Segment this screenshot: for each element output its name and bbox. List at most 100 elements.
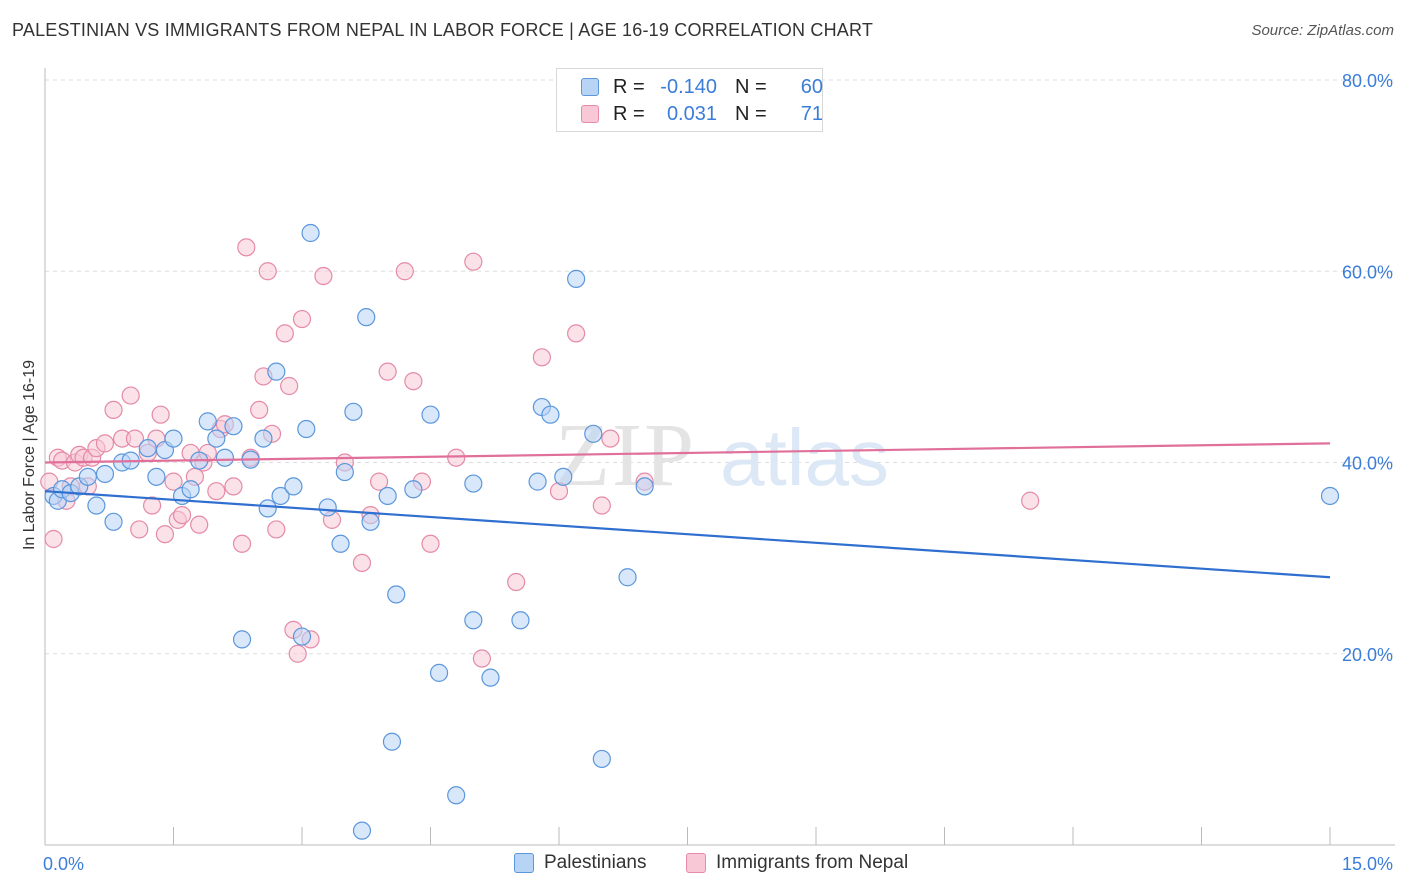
legend-item-palestinians[interactable]: Palestinians: [514, 852, 646, 874]
data-point[interactable]: [138, 439, 157, 458]
data-point[interactable]: [447, 448, 466, 467]
data-point[interactable]: [215, 448, 234, 467]
data-point[interactable]: [297, 419, 316, 439]
n-value: 71: [800, 102, 823, 125]
data-point[interactable]: [232, 630, 252, 649]
data-point[interactable]: [331, 534, 350, 553]
data-point[interactable]: [378, 486, 397, 506]
data-point[interactable]: [280, 376, 299, 396]
data-point[interactable]: [87, 496, 106, 515]
data-point[interactable]: [314, 266, 333, 286]
chart-title: PALESTINIAN VS IMMIGRANTS FROM NEPAL IN …: [12, 20, 874, 40]
legend-item-nepal[interactable]: Immigrants from Nepal: [686, 852, 908, 874]
data-point[interactable]: [164, 429, 183, 448]
data-point[interactable]: [292, 309, 312, 329]
n-label: N =: [735, 102, 767, 125]
data-point[interactable]: [472, 649, 491, 668]
n-label: N =: [735, 75, 767, 98]
data-point[interactable]: [172, 505, 192, 525]
data-point[interactable]: [284, 477, 303, 496]
data-point[interactable]: [292, 627, 312, 646]
data-point[interactable]: [164, 472, 183, 491]
r-label: R =: [613, 75, 645, 98]
data-point[interactable]: [464, 252, 483, 271]
data-point[interactable]: [361, 512, 380, 531]
data-point[interactable]: [584, 424, 603, 443]
data-point[interactable]: [447, 786, 466, 805]
data-point[interactable]: [618, 568, 637, 587]
data-point[interactable]: [267, 362, 286, 381]
data-point[interactable]: [421, 534, 440, 553]
data-point[interactable]: [181, 480, 200, 499]
data-point[interactable]: [288, 644, 307, 663]
data-point[interactable]: [147, 467, 166, 486]
legend-swatch-pink: [581, 105, 599, 123]
data-point[interactable]: [601, 429, 620, 448]
data-point[interactable]: [121, 386, 140, 405]
data-point[interactable]: [352, 553, 372, 573]
data-point[interactable]: [224, 417, 243, 436]
data-point[interactable]: [532, 348, 551, 367]
data-point[interactable]: [44, 529, 63, 549]
data-point[interactable]: [224, 477, 243, 496]
data-point[interactable]: [125, 429, 145, 448]
data-point[interactable]: [567, 269, 586, 288]
data-point[interactable]: [104, 400, 123, 420]
data-point[interactable]: [95, 434, 115, 453]
data-point[interactable]: [104, 512, 123, 531]
data-point[interactable]: [151, 405, 170, 424]
data-point[interactable]: [250, 400, 269, 420]
data-point[interactable]: [271, 486, 290, 506]
data-point[interactable]: [481, 668, 500, 687]
data-point[interactable]: [421, 405, 440, 424]
data-point[interactable]: [232, 534, 252, 553]
data-point[interactable]: [1320, 486, 1340, 506]
data-point[interactable]: [464, 611, 483, 630]
data-point[interactable]: [95, 464, 115, 484]
r-label: R =: [613, 102, 645, 125]
data-point[interactable]: [207, 482, 226, 501]
data-point[interactable]: [267, 520, 286, 539]
data-point[interactable]: [592, 749, 611, 769]
data-point[interactable]: [237, 238, 256, 257]
data-point[interactable]: [635, 477, 654, 496]
data-point[interactable]: [429, 663, 449, 682]
data-point[interactable]: [254, 429, 273, 448]
data-point[interactable]: [378, 362, 397, 381]
data-point[interactable]: [387, 585, 406, 604]
data-point[interactable]: [258, 262, 277, 281]
data-point[interactable]: [318, 498, 337, 517]
data-point[interactable]: [130, 520, 149, 539]
data-point[interactable]: [554, 467, 573, 486]
data-point[interactable]: [275, 324, 294, 343]
data-point[interactable]: [567, 324, 586, 343]
data-point[interactable]: [1021, 491, 1040, 510]
data-point[interactable]: [155, 525, 175, 544]
data-point[interactable]: [344, 402, 363, 421]
data-point[interactable]: [404, 372, 423, 391]
data-point[interactable]: [198, 412, 217, 431]
data-point[interactable]: [357, 308, 376, 327]
n-value: 60: [800, 75, 823, 98]
data-point[interactable]: [511, 611, 530, 630]
data-point[interactable]: [382, 732, 402, 751]
data-point[interactable]: [404, 480, 423, 499]
data-point[interactable]: [370, 472, 389, 491]
data-point[interactable]: [142, 496, 162, 515]
data-point[interactable]: [528, 472, 547, 491]
legend-swatch-blue: [514, 853, 534, 873]
data-point[interactable]: [395, 262, 414, 281]
y-tick-label: 60.0%: [1342, 262, 1393, 282]
data-point[interactable]: [78, 467, 97, 486]
data-point[interactable]: [190, 515, 209, 534]
data-point[interactable]: [507, 572, 526, 592]
data-point[interactable]: [207, 429, 226, 448]
data-point[interactable]: [464, 474, 483, 493]
data-point[interactable]: [335, 462, 354, 482]
data-point[interactable]: [352, 821, 372, 840]
legend-row-nepal: R = 0.031 N = 71: [581, 102, 823, 126]
data-point[interactable]: [592, 496, 611, 515]
data-point[interactable]: [541, 405, 560, 424]
data-point[interactable]: [301, 223, 320, 243]
data-point[interactable]: [258, 499, 277, 518]
